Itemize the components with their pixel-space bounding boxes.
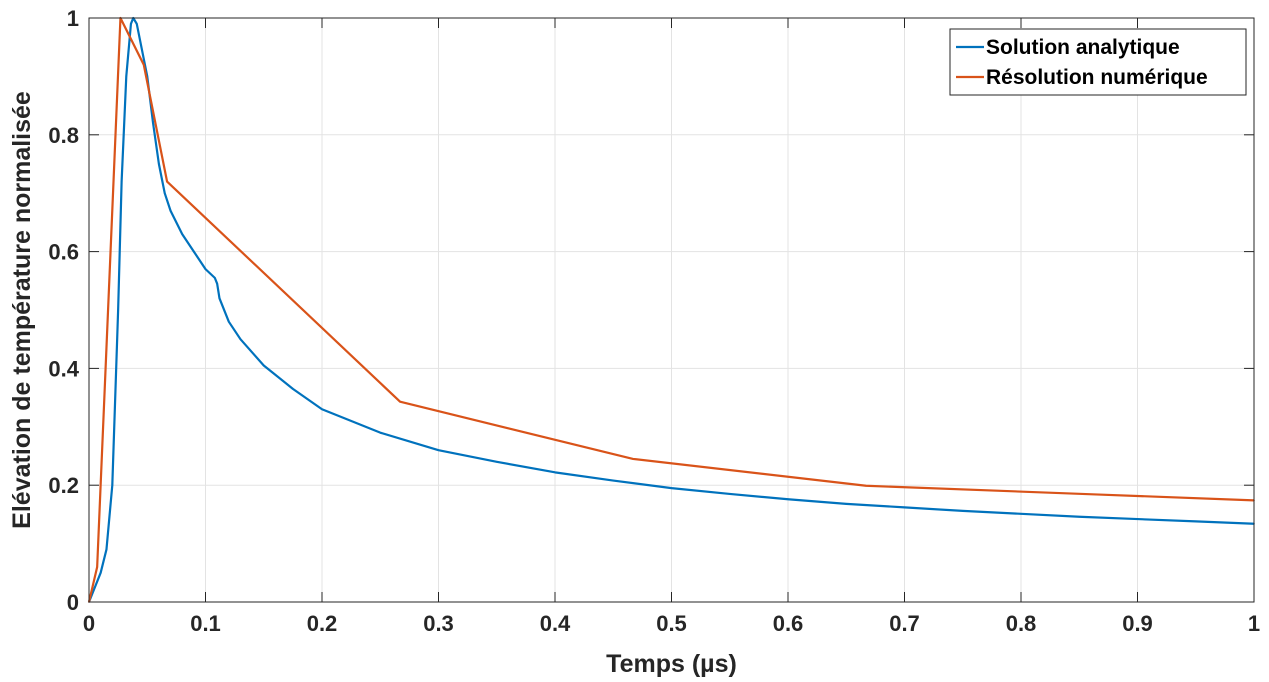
data-point (193, 250, 195, 253)
data-point (140, 46, 143, 48)
data-point (130, 23, 132, 25)
data-point (142, 63, 145, 66)
series-layer (87, 16, 1255, 603)
x-tick-label: 0.3 (423, 611, 454, 636)
legend-box (949, 28, 1247, 96)
x-tick-label: 0.8 (1006, 611, 1037, 636)
data-point (125, 75, 128, 78)
tick-labels: 0 0.1 0.2 0.3 0.4 0.5 0.6 0.7 0.8 0.9 1 0 0.2 0.4 0.6 0… (48, 6, 1260, 636)
data-point (152, 122, 154, 124)
data-point (1098, 493, 1100, 496)
data-point (632, 458, 634, 460)
data-point (728, 493, 731, 495)
data-point (1194, 520, 1197, 523)
data-point (961, 510, 964, 512)
legend: Solution analytique Résolution numérique (949, 28, 1247, 96)
legend-label: Solution analytique (986, 36, 1180, 59)
data-point (239, 338, 242, 341)
y-tick-label: 0 (67, 590, 79, 615)
data-point (903, 506, 906, 509)
series-group (87, 16, 1255, 603)
x-tick-label: 0.7 (889, 611, 920, 636)
data-point (292, 388, 294, 390)
x-axis-label: Temps (µs) (606, 650, 737, 678)
x-tick-label: 0.4 (540, 611, 571, 636)
x-tick-label: 1 (1248, 611, 1260, 636)
x-tick-label: 0.9 (1122, 611, 1153, 636)
data-point (204, 268, 207, 270)
data-point (228, 320, 230, 323)
data-point (163, 192, 166, 194)
y-tick-label: 0.6 (48, 240, 79, 265)
data-point (158, 163, 160, 165)
data-point (379, 431, 382, 434)
data-point (262, 364, 265, 367)
data-point (117, 309, 119, 311)
y-tick-label: 1 (67, 6, 79, 31)
data-point (181, 233, 183, 235)
data-point (845, 503, 848, 505)
data-point (218, 297, 221, 300)
data-point (865, 484, 867, 487)
x-tick-label: 0 (83, 611, 95, 636)
ticks (88, 17, 1255, 603)
y-axis-label: Elévation de température normalisée (8, 91, 36, 529)
x-tick-label: 0.1 (190, 611, 221, 636)
legend-label: Résolution numérique (986, 66, 1208, 89)
data-point (495, 461, 498, 463)
y-tick-label: 0.2 (48, 473, 79, 498)
data-point (96, 566, 98, 568)
data-point (135, 23, 138, 25)
data-point (166, 180, 168, 183)
data-point (169, 209, 172, 212)
data-point (612, 479, 615, 482)
data-point (111, 484, 114, 487)
y-tick-label: 0.4 (48, 356, 79, 381)
y-tick-label: 0.8 (48, 123, 79, 148)
data-point (554, 471, 556, 474)
data-point (105, 548, 108, 551)
data-point (670, 487, 673, 489)
data-point (321, 408, 323, 411)
data-point (1136, 518, 1139, 520)
data-point (787, 498, 789, 501)
series-line-1 (87, 16, 1255, 603)
data-point (399, 400, 401, 403)
data-point (216, 282, 218, 285)
data-point (1020, 513, 1022, 515)
data-point (120, 180, 123, 183)
data-point (437, 449, 440, 451)
data-point (214, 277, 216, 279)
data-point (99, 572, 102, 574)
x-tick-label: 0.2 (307, 611, 338, 636)
x-tick-label: 0.5 (656, 611, 687, 636)
data-point (1078, 515, 1081, 518)
x-tick-label: 0.6 (773, 611, 804, 636)
